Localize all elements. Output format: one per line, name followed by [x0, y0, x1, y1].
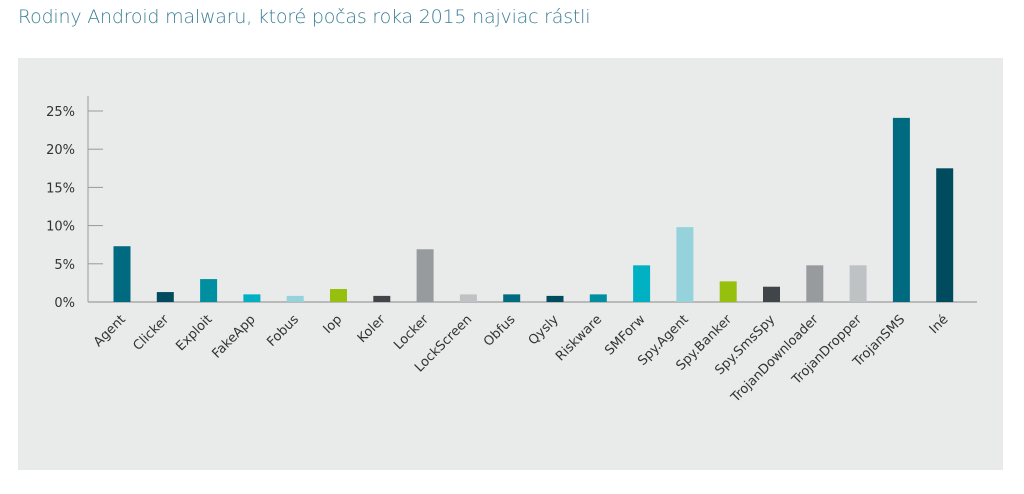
y-tick-label: 5%: [54, 258, 75, 273]
bar-trojandropper: [849, 265, 867, 302]
bar-fakeapp: [243, 294, 261, 302]
bar-lockscreen: [459, 294, 477, 302]
bar-obfus: [503, 294, 521, 302]
y-tick-label: 25%: [46, 105, 75, 120]
bar-locker: [416, 249, 434, 302]
bar-koler: [373, 295, 391, 302]
x-tick-label: Locker: [391, 312, 432, 353]
bar-clicker: [156, 292, 174, 302]
x-tick-label: Fobus: [264, 312, 302, 350]
bar-spy-agent: [676, 227, 694, 302]
x-tick-label: Obfus: [481, 312, 519, 350]
bar-agent: [113, 246, 131, 302]
chart-panel: [18, 58, 1003, 470]
bar-spy-banker: [719, 281, 737, 302]
x-tick-label: Clicker: [131, 312, 173, 354]
x-tick-label: Agent: [91, 312, 129, 350]
bar-fobus: [286, 295, 304, 302]
x-tick-label: Exploit: [173, 312, 215, 354]
x-tick-label: Iop: [321, 312, 346, 337]
x-tick-label: Qysly: [526, 312, 562, 348]
bar-iop: [330, 289, 347, 302]
x-tick-label: Riskware: [553, 312, 605, 364]
x-tick-label: Koler: [355, 312, 389, 346]
x-tick-label: Iné: [927, 312, 952, 337]
bar-in-: [936, 168, 954, 302]
y-tick-label: 15%: [46, 181, 75, 196]
bar-spy-smsspy: [763, 286, 780, 302]
bar-trojandownloader: [806, 265, 824, 302]
x-tick-label: FakeApp: [209, 312, 258, 361]
bar-qysly: [546, 295, 564, 302]
bar-trojansms: [892, 117, 910, 302]
bar-exploit: [200, 279, 218, 302]
y-tick-label: 10%: [46, 220, 75, 235]
chart-title: Rodiny Android malwaru, ktoré počas roka…: [18, 6, 591, 28]
y-tick-label: 20%: [46, 143, 75, 158]
bar-smforw: [633, 265, 651, 302]
y-tick-label: 0%: [54, 296, 75, 311]
bar-riskware: [589, 294, 607, 302]
